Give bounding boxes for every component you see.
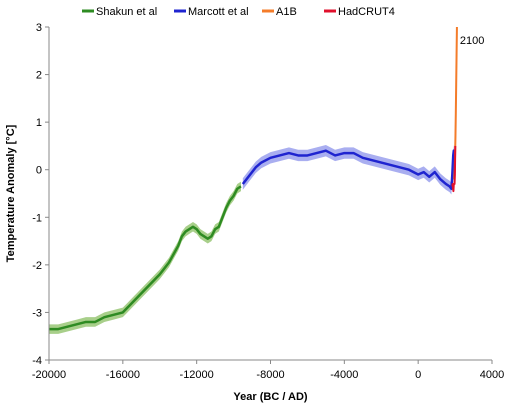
y-tick-label: -4 [32, 355, 42, 367]
tick-labels: -4 -3 -2 -1 0 1 2 3 -20000 -16000 -12000 -8000 -4000… [32, 22, 504, 381]
y-tick-label: -1 [32, 212, 42, 224]
y-tick-label: -3 [32, 307, 42, 319]
y-tick-label: -2 [32, 260, 42, 272]
x-tick-label: -16000 [106, 369, 140, 381]
x-tick-label: -12000 [180, 369, 214, 381]
legend-label-3: HadCRUT4 [338, 6, 395, 18]
series-lines [49, 26, 458, 331]
y-tick-label: 3 [36, 22, 42, 34]
band-1 [242, 144, 455, 195]
axes [45, 26, 493, 364]
legend: Shakun et al Marcott et al A1B HadCRUT4 [82, 6, 395, 18]
y-tick-label: 0 [36, 165, 42, 177]
legend-label-0: Shakun et al [96, 6, 157, 18]
y-tick-label: 2 [36, 70, 42, 82]
x-axis-title: Year (BC / AD) [233, 391, 308, 403]
band-0 [49, 181, 241, 334]
uncertainty-bands [49, 144, 455, 334]
x-tick-label: -20000 [32, 369, 66, 381]
legend-label-2: A1B [276, 6, 297, 18]
y-tick-label: 1 [36, 117, 42, 129]
x-tick-label: -8000 [256, 369, 284, 381]
y-axis-title: Temperature Anomaly [°C] [5, 124, 17, 262]
annotation-2100: 2100 [460, 35, 484, 47]
series-line-0 [49, 185, 242, 331]
series-line-3 [451, 145, 457, 193]
legend-label-1: Marcott et al [188, 6, 249, 18]
x-tick-label: 4000 [480, 369, 504, 381]
x-tick-label: -4000 [330, 369, 358, 381]
x-tick-label: 0 [415, 369, 421, 381]
series-line-1 [241, 149, 456, 190]
